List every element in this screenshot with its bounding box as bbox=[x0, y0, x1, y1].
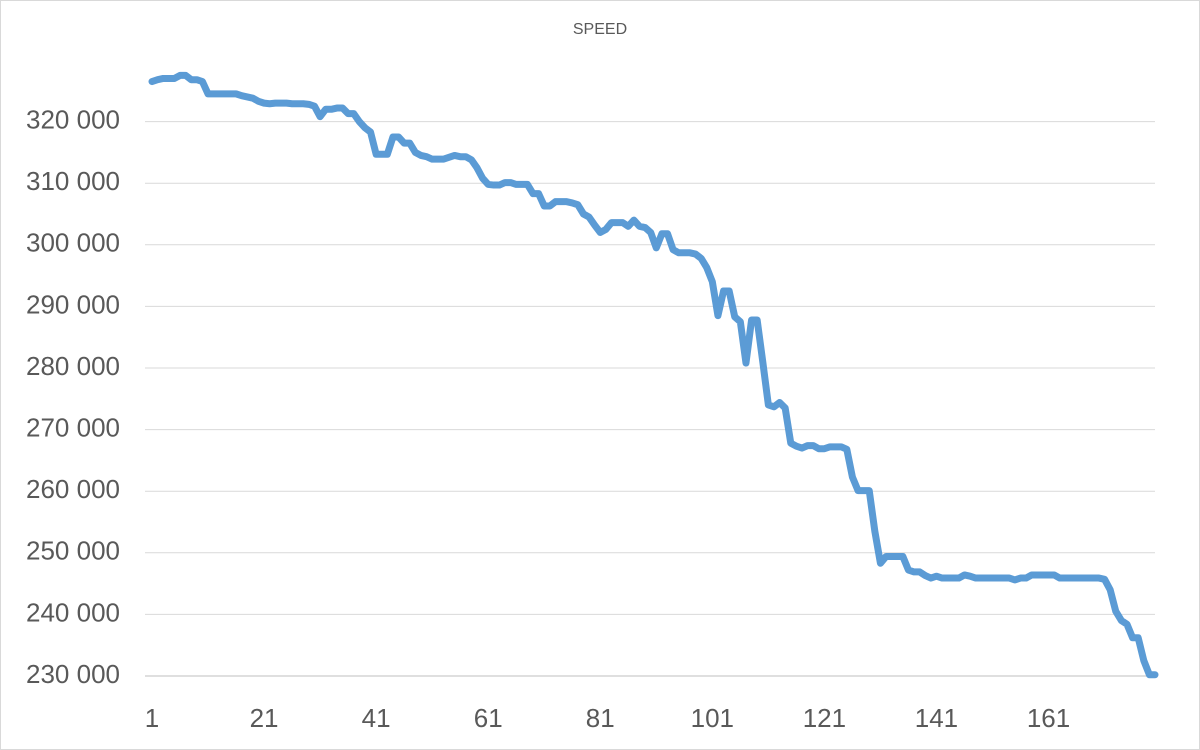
y-tick-label: 240 000 bbox=[26, 597, 120, 627]
chart-title: SPEED bbox=[573, 21, 627, 38]
y-tick-label: 230 000 bbox=[26, 659, 120, 689]
x-tick-label: 21 bbox=[250, 703, 279, 733]
y-tick-label: 310 000 bbox=[26, 166, 120, 196]
x-tick-label: 61 bbox=[474, 703, 503, 733]
x-tick-label: 1 bbox=[145, 703, 159, 733]
y-tick-label: 270 000 bbox=[26, 412, 120, 442]
x-tick-label: 41 bbox=[362, 703, 391, 733]
y-tick-label: 300 000 bbox=[26, 228, 120, 258]
y-tick-label: 250 000 bbox=[26, 536, 120, 566]
y-tick-label: 280 000 bbox=[26, 351, 120, 381]
y-tick-label: 260 000 bbox=[26, 474, 120, 504]
x-tick-label: 121 bbox=[803, 703, 846, 733]
data-line bbox=[148, 71, 1159, 679]
x-tick-label: 141 bbox=[915, 703, 958, 733]
x-tick-label: 101 bbox=[691, 703, 734, 733]
x-tick-label: 81 bbox=[586, 703, 615, 733]
x-tick-label: 161 bbox=[1027, 703, 1070, 733]
y-tick-label: 320 000 bbox=[26, 104, 120, 134]
y-tick-label: 290 000 bbox=[26, 289, 120, 319]
